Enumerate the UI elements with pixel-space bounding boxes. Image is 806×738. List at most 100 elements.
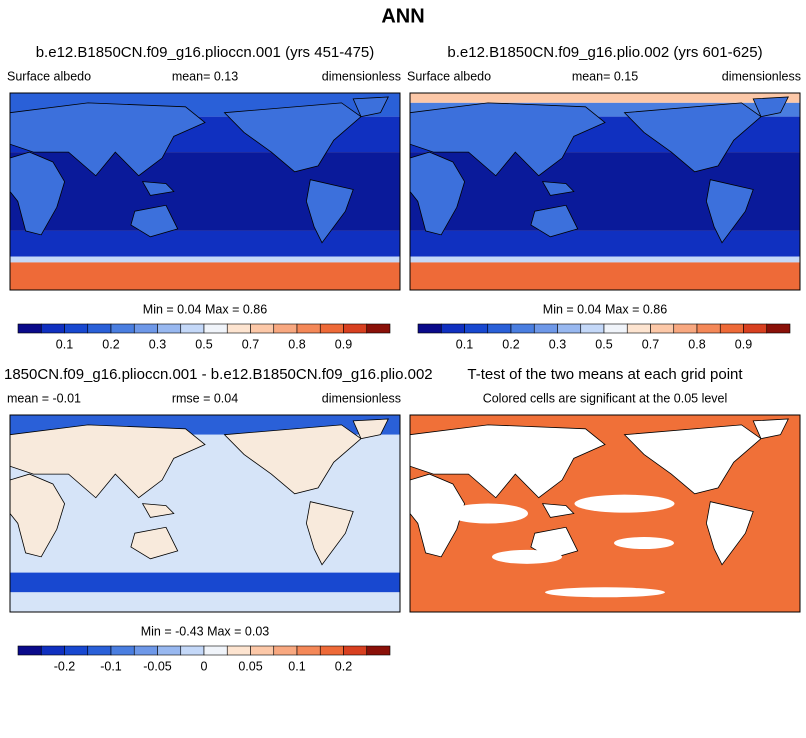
- colorbar-label: 0.3: [149, 337, 166, 351]
- colorbar-box: [296, 645, 321, 656]
- colorbar-box: [696, 323, 721, 334]
- colorbar-label: 0.3: [549, 337, 566, 351]
- colorbar-label: 0: [201, 659, 208, 673]
- insignificant-area: [492, 549, 562, 564]
- panel: b.e12.B1850CN.f09_g16.plio.002 (yrs 601-…: [407, 44, 801, 351]
- panel-title: 1850CN.f09_g16.plioccn.001 - b.e12.B1850…: [4, 366, 433, 383]
- continent: [352, 96, 389, 118]
- colorbar-box: [417, 323, 442, 334]
- continent: [223, 424, 362, 495]
- continent: [305, 179, 354, 244]
- panel: b.e12.B1850CN.f09_g16.plioccn.001 (yrs 4…: [7, 44, 401, 351]
- map-band: [10, 230, 400, 257]
- colorbar-box: [603, 323, 628, 334]
- colorbar-label: 0.5: [195, 337, 212, 351]
- continent: [9, 151, 66, 236]
- colorbar-box: [343, 645, 368, 656]
- continent: [9, 424, 206, 499]
- min-max: Min = -0.43 Max = 0.03: [141, 624, 270, 638]
- map-band: [410, 256, 800, 263]
- figure-title: ANN: [381, 5, 424, 27]
- colorbar-box: [17, 645, 42, 656]
- continent: [130, 526, 179, 560]
- colorbar-box: [40, 645, 65, 656]
- continent: [409, 473, 466, 558]
- colorbar-box: [64, 323, 89, 334]
- map-frame: [9, 92, 401, 291]
- left-label: Surface albedo: [7, 69, 91, 83]
- colorbar-box: [343, 323, 368, 334]
- colorbar-label: 0.7: [242, 337, 259, 351]
- colorbar-box: [296, 323, 321, 334]
- map-band: [10, 262, 400, 290]
- left-label: mean = -0.01: [7, 391, 81, 405]
- insignificant-area: [448, 503, 528, 524]
- panel-title: b.e12.B1850CN.f09_g16.plioccn.001 (yrs 4…: [36, 44, 375, 61]
- continent: [409, 151, 466, 236]
- continent: [223, 102, 362, 173]
- colorbar-box: [87, 645, 112, 656]
- colorbar-box: [743, 323, 768, 334]
- colorbar-label: 0.9: [735, 337, 752, 351]
- continent: [623, 424, 762, 495]
- colorbar-label: 0.7: [642, 337, 659, 351]
- continent: [409, 424, 606, 499]
- min-max: Min = 0.04 Max = 0.86: [543, 302, 667, 316]
- colorbar-label: 0.2: [335, 659, 352, 673]
- colorbar-box: [133, 323, 158, 334]
- continent: [141, 181, 175, 196]
- colorbar-label: 0.1: [456, 337, 473, 351]
- colorbar-box: [766, 323, 791, 334]
- right-label: dimensionless: [322, 69, 401, 83]
- colorbar-label: -0.05: [143, 659, 172, 673]
- continent: [409, 102, 606, 177]
- colorbar-box: [510, 323, 535, 334]
- colorbar-box: [133, 645, 158, 656]
- colorbar-label: 0.2: [502, 337, 519, 351]
- colorbar-box: [87, 323, 112, 334]
- continent: [141, 503, 175, 518]
- colorbar-label: 0.1: [288, 659, 305, 673]
- right-label: dimensionless: [322, 391, 401, 405]
- colorbar-label: 0.8: [288, 337, 305, 351]
- colorbar-box: [17, 323, 42, 334]
- colorbar-box: [180, 645, 205, 656]
- colorbar-box: [626, 323, 651, 334]
- colorbar-box: [366, 323, 391, 334]
- colorbar-label: -0.1: [100, 659, 122, 673]
- colorbar-box: [157, 323, 182, 334]
- center-label: Colored cells are significant at the 0.0…: [483, 391, 728, 405]
- colorbar-box: [110, 323, 135, 334]
- continent: [130, 204, 179, 238]
- continent: [305, 501, 354, 566]
- colorbar-box: [464, 323, 489, 334]
- colorbar-box: [650, 323, 675, 334]
- insignificant-area: [545, 587, 665, 598]
- colorbar-box: [273, 645, 298, 656]
- colorbar-box: [226, 323, 251, 334]
- map-band: [10, 592, 400, 612]
- colorbar-box: [64, 645, 89, 656]
- colorbar-label: -0.2: [54, 659, 76, 673]
- continent: [541, 181, 575, 196]
- continent: [705, 501, 754, 566]
- colorbar-box: [157, 645, 182, 656]
- colorbar-box: [203, 323, 228, 334]
- colorbar-box: [580, 323, 605, 334]
- colorbar-label: 0.1: [56, 337, 73, 351]
- colorbar-box: [110, 645, 135, 656]
- colorbar-box: [487, 323, 512, 334]
- colorbar-label: 0.05: [238, 659, 262, 673]
- colorbar-label: 0.9: [335, 337, 352, 351]
- continent: [752, 96, 789, 118]
- insignificant-area: [614, 537, 674, 550]
- colorbar-box: [319, 645, 344, 656]
- panel: T-test of the two means at each grid poi…: [409, 366, 801, 613]
- colorbar-box: [226, 645, 251, 656]
- colorbar-box: [250, 323, 275, 334]
- map-band: [410, 262, 800, 290]
- colorbar-label: 0.5: [595, 337, 612, 351]
- colorbar-box: [366, 645, 391, 656]
- insignificant-area: [574, 494, 675, 513]
